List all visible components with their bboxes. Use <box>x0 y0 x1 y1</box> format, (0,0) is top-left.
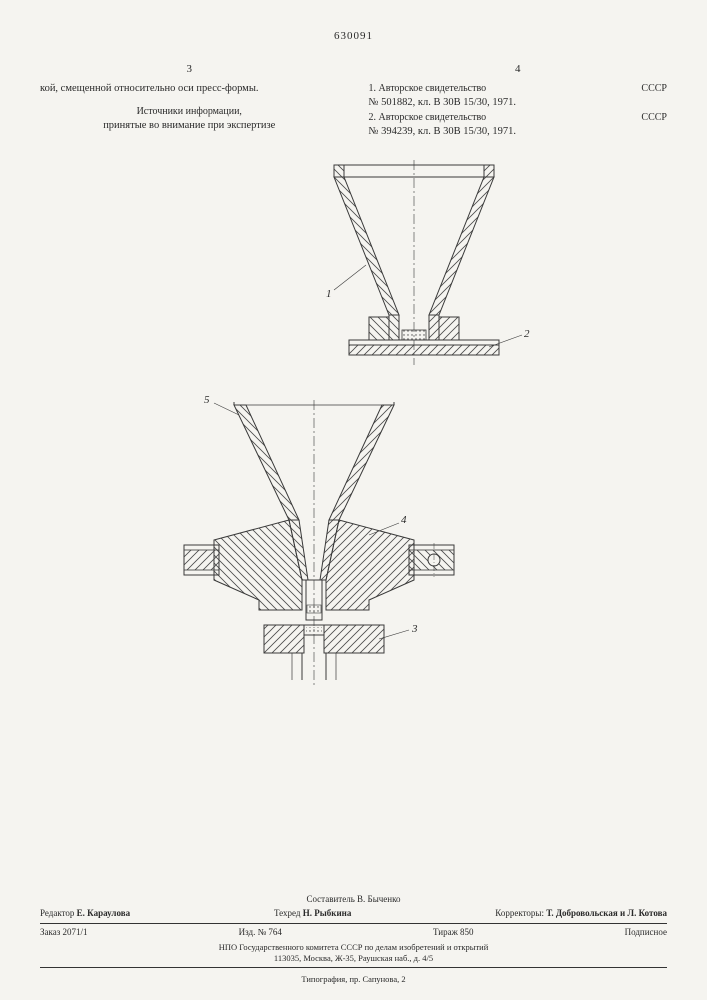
source-title: Источники информации, <box>40 105 339 119</box>
ref1: 1. Авторское свидетельство СССР <box>369 82 668 96</box>
techred: Техред Н. Рыбкина <box>274 908 351 920</box>
left-col-text: кой, смещенной относительно оси пресс-фо… <box>40 82 339 97</box>
izd-number: Изд. № 764 <box>239 927 282 939</box>
left-column: 3 кой, смещенной относительно оси пресс-… <box>40 62 339 140</box>
svg-text:4: 4 <box>401 514 407 526</box>
footer-address: 113035, Москва, Ж-35, Раушская наб., д. … <box>40 953 667 964</box>
editor: Редактор Е. Караулова <box>40 908 130 920</box>
footer-divider-1 <box>40 923 667 924</box>
ref2-detail: № 394239, кл. В 30В 15/30, 1971. <box>369 125 668 140</box>
ref2: 2. Авторское свидетельство СССР <box>369 111 668 125</box>
footer-divider-2 <box>40 967 667 968</box>
ref2-left: 2. Авторское свидетельство <box>369 111 487 125</box>
svg-text:1: 1 <box>326 288 332 300</box>
footer-staff: Редактор Е. Караулова Техред Н. Рыбкина … <box>40 908 667 920</box>
svg-text:3: 3 <box>411 623 418 635</box>
footer: Составитель В. Быченко Редактор Е. Карау… <box>40 894 667 985</box>
svg-text:5: 5 <box>204 394 210 406</box>
technical-figure: 1 2 <box>40 155 667 695</box>
tirazh: Тираж 850 <box>433 927 474 939</box>
ref1-detail: № 501882, кл. В 30В 15/30, 1971. <box>369 96 668 111</box>
footer-printer: Типография, пр. Сапунова, 2 <box>40 974 667 985</box>
podpisnoe: Подписное <box>625 927 667 939</box>
footer-compiler: Составитель В. Быченко <box>40 894 667 906</box>
source-sub: принятые во внимание при экспертизе <box>40 119 339 134</box>
right-col-number: 4 <box>369 62 668 77</box>
order-number: Заказ 2071/1 <box>40 927 88 939</box>
right-column: 4 1. Авторское свидетельство СССР № 5018… <box>369 62 668 140</box>
footer-print-info: Заказ 2071/1 Изд. № 764 Тираж 850 Подпис… <box>40 927 667 939</box>
text-columns: 3 кой, смещенной относительно оси пресс-… <box>40 62 667 140</box>
svg-text:2: 2 <box>524 328 530 340</box>
left-col-number: 3 <box>40 62 339 77</box>
document-number: 630091 <box>40 30 667 42</box>
ref1-right: СССР <box>641 82 667 96</box>
footer-org: НПО Государственного комитета СССР по де… <box>40 942 667 953</box>
correctors: Корректоры: Т. Добровольская и Л. Котова <box>495 908 667 920</box>
ref2-right: СССР <box>641 111 667 125</box>
ref1-left: 1. Авторское свидетельство <box>369 82 487 96</box>
